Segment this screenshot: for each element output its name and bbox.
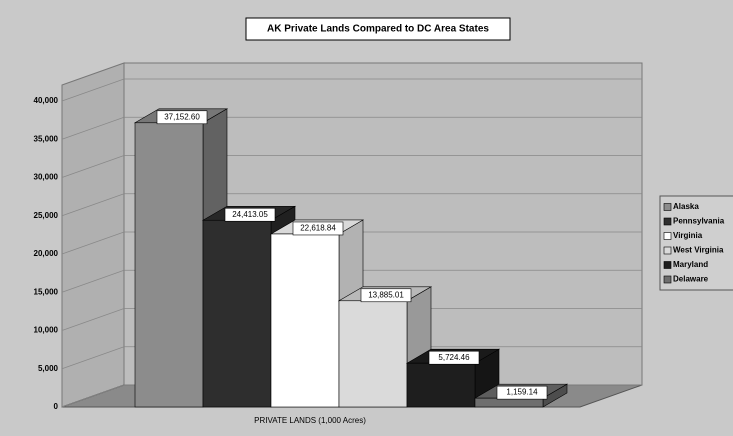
grid-line: [61, 155, 642, 178]
grid-line: [61, 116, 642, 140]
value-label: 1,159.14: [506, 388, 538, 397]
legend-swatch: [663, 261, 672, 269]
legend-box: [659, 195, 733, 291]
legend-swatch: [663, 203, 672, 211]
y-tick-label: 5,000: [38, 364, 59, 373]
y-tick-label: 35,000: [34, 134, 59, 143]
chart-title: AK Private Lands Compared to DC Area Sta…: [267, 24, 489, 35]
x-axis-label: PRIVATE LANDS (1,000 Acres): [254, 416, 366, 425]
legend-label: Pennsylvania: [673, 217, 725, 226]
bar: [474, 397, 544, 408]
grid-line: [61, 193, 642, 217]
legend-swatch: [663, 217, 672, 226]
bar: [406, 362, 476, 408]
grid-line: [61, 269, 642, 293]
grid-line: [61, 78, 642, 102]
value-label: 5,724.46: [438, 353, 470, 362]
value-label-box: [156, 110, 208, 125]
value-label-box: [496, 385, 548, 400]
y-tick-label: 0: [54, 402, 59, 411]
y-tick-label: 40,000: [34, 96, 59, 105]
legend-swatch: [663, 246, 672, 255]
value-label-box: [360, 288, 412, 303]
bar: [270, 233, 340, 408]
legend-label: West Virginia: [673, 246, 724, 255]
value-label-box: [292, 221, 344, 236]
legend-swatch: [663, 275, 672, 284]
y-tick-label: 20,000: [34, 249, 59, 258]
legend-label: Maryland: [673, 260, 708, 269]
bar: [338, 300, 408, 408]
grid-line: [61, 308, 642, 331]
value-label-box: [428, 350, 480, 365]
grid-line: [61, 346, 642, 370]
value-label: 24,413.05: [232, 210, 268, 219]
value-label-box: [224, 207, 276, 222]
y-tick-label: 25,000: [34, 211, 59, 220]
legend-label: Delaware: [673, 275, 709, 284]
value-label: 13,885.01: [368, 290, 404, 299]
y-tick-label: 10,000: [34, 326, 59, 335]
y-tick-label: 15,000: [34, 287, 59, 296]
legend-swatch: [663, 232, 672, 240]
grid-line: [61, 231, 642, 255]
legend-label: Virginia: [673, 231, 703, 240]
value-label: 22,618.84: [300, 224, 336, 233]
value-label: 37,152.60: [164, 112, 200, 121]
y-tick-label: 30,000: [34, 173, 59, 182]
legend-label: Alaska: [673, 202, 699, 211]
bar: [202, 219, 272, 408]
bar: [134, 122, 204, 408]
title-box: [245, 17, 511, 41]
